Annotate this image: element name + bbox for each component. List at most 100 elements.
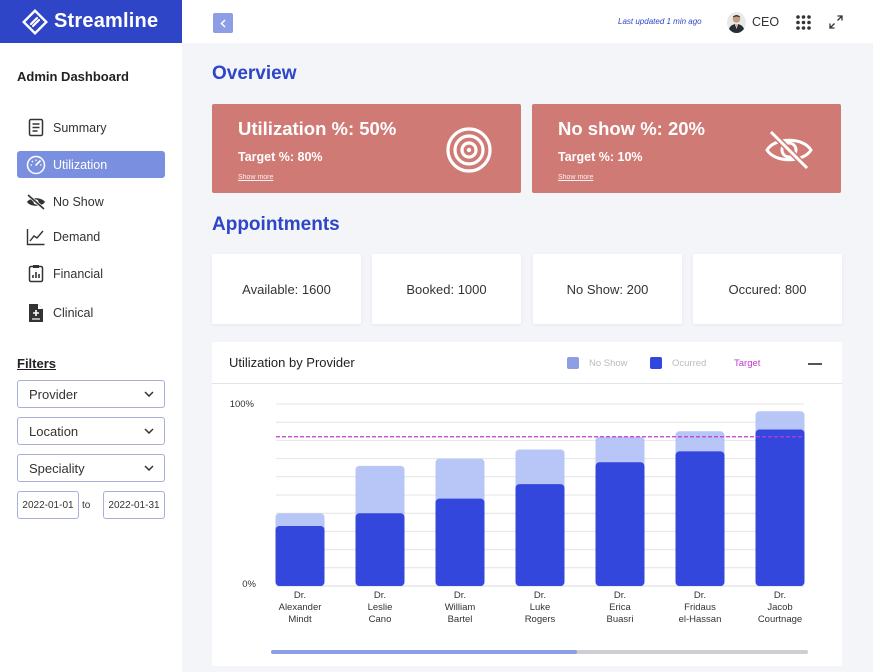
kpi-target: Target %: 80% bbox=[238, 150, 323, 164]
occured-card: Occured: 800 bbox=[693, 254, 842, 324]
legend-label: Ocurred bbox=[672, 357, 707, 369]
x-tick-label: Courtnage bbox=[758, 614, 802, 625]
user-role[interactable]: CEO bbox=[752, 15, 780, 29]
eye-off-icon bbox=[25, 191, 47, 213]
chevron-down-icon bbox=[144, 428, 154, 434]
overview-title: Overview bbox=[212, 63, 297, 84]
line-chart-icon bbox=[25, 226, 47, 248]
show-more-link[interactable]: Show more bbox=[558, 174, 594, 181]
sidebar-item-demand[interactable]: Demand bbox=[17, 223, 165, 250]
medical-file-icon bbox=[25, 302, 47, 324]
bar-ocurred bbox=[755, 429, 805, 586]
sidebar-item-label: Utilization bbox=[53, 157, 108, 172]
expand-icon[interactable] bbox=[829, 15, 843, 29]
bar-ocurred bbox=[275, 525, 325, 586]
clipboard-chart-icon bbox=[25, 263, 47, 285]
target-icon bbox=[446, 127, 492, 173]
x-tick-label: Erica bbox=[609, 602, 631, 613]
streamline-logo-icon bbox=[22, 8, 48, 35]
available-card: Available: 1600 bbox=[212, 254, 361, 324]
x-tick-label: Buasri bbox=[607, 614, 634, 625]
location-select[interactable]: Location bbox=[17, 417, 165, 445]
admin-dashboard-title: Admin Dashboard bbox=[17, 69, 129, 84]
kpi-value: No show %: 20% bbox=[558, 118, 705, 139]
x-tick-label: Dr. bbox=[774, 590, 786, 601]
logo[interactable]: Streamline bbox=[0, 0, 182, 43]
utilization-chart-card: Utilization by Provider No Show Ocurred … bbox=[212, 342, 842, 666]
gauge-icon bbox=[25, 154, 47, 176]
bar-ocurred bbox=[515, 484, 565, 586]
x-tick-label: Mindt bbox=[288, 614, 312, 625]
legend-target[interactable]: Target bbox=[734, 358, 761, 369]
no-show-card: No Show: 200 bbox=[533, 254, 682, 324]
y-tick-label: 100% bbox=[230, 399, 255, 410]
sidebar-item-label: Summary bbox=[53, 120, 107, 135]
date-from-input[interactable]: 2022-01-01 bbox=[17, 491, 79, 519]
document-icon bbox=[25, 117, 47, 139]
x-tick-label: Dr. bbox=[614, 590, 626, 601]
x-tick-label: el-Hassan bbox=[679, 614, 722, 625]
speciality-select-value: Speciality bbox=[29, 460, 85, 476]
sidebar-item-utilization[interactable]: Utilization bbox=[17, 151, 165, 178]
location-select-value: Location bbox=[29, 423, 79, 439]
x-tick-label: Bartel bbox=[448, 614, 473, 625]
kpi-target: Target %: 10% bbox=[558, 150, 643, 164]
sidebar: Streamline Admin Dashboard Summary Utili… bbox=[0, 0, 182, 672]
legend-no-show[interactable]: No Show bbox=[567, 357, 628, 369]
filters-title: Filters bbox=[17, 356, 57, 371]
date-to-input[interactable]: 2022-01-31 bbox=[103, 491, 165, 519]
x-tick-label: Rogers bbox=[525, 614, 556, 625]
sidebar-item-clinical[interactable]: Clinical bbox=[17, 299, 165, 326]
appointments-title: Appointments bbox=[212, 214, 340, 235]
bar-ocurred bbox=[435, 498, 485, 586]
kpi-value: Utilization %: 50% bbox=[238, 118, 397, 139]
x-tick-label: Dr. bbox=[294, 590, 306, 601]
no-show-kpi-card: No show %: 20% Target %: 10% Show more bbox=[532, 104, 841, 193]
x-tick-label: Dr. bbox=[374, 590, 386, 601]
booked-card: Booked: 1000 bbox=[372, 254, 521, 324]
sidebar-item-financial[interactable]: Financial bbox=[17, 260, 165, 287]
sidebar-item-label: Demand bbox=[53, 229, 101, 244]
utilization-bar-chart: 100%0%Dr.AlexanderMindtDr.LeslieCanoDr.W… bbox=[230, 399, 805, 625]
last-updated-text: Last updated 1 min ago bbox=[618, 17, 702, 26]
x-tick-label: Dr. bbox=[694, 590, 706, 601]
x-tick-label: Dr. bbox=[454, 590, 466, 601]
bar-ocurred bbox=[595, 462, 645, 586]
chevron-down-icon bbox=[144, 465, 154, 471]
eye-off-icon bbox=[765, 129, 813, 171]
x-tick-label: Leslie bbox=[368, 602, 393, 613]
chart-scrollbar-thumb[interactable] bbox=[271, 650, 578, 654]
chevron-down-icon bbox=[144, 391, 154, 397]
brand-name: Streamline bbox=[54, 10, 159, 32]
x-tick-label: Luke bbox=[530, 602, 551, 613]
sidebar-item-label: No Show bbox=[53, 194, 104, 209]
sidebar-item-no-show[interactable]: No Show bbox=[17, 188, 165, 215]
legend-swatch bbox=[650, 357, 662, 369]
top-bar: Last updated 1 min ago CEO bbox=[182, 0, 873, 43]
x-tick-label: Dr. bbox=[534, 590, 546, 601]
sidebar-item-label: Financial bbox=[53, 266, 104, 281]
avatar[interactable] bbox=[727, 12, 746, 33]
legend-ocurred[interactable]: Ocurred bbox=[650, 357, 706, 369]
provider-select-value: Provider bbox=[29, 386, 78, 402]
chart-title: Utilization by Provider bbox=[229, 355, 355, 370]
speciality-select[interactable]: Speciality bbox=[17, 454, 165, 482]
utilization-kpi-card: Utilization %: 50% Target %: 80% Show mo… bbox=[212, 104, 521, 193]
x-tick-label: Alexander bbox=[279, 602, 322, 613]
collapse-icon[interactable] bbox=[808, 363, 822, 365]
chart-scrollbar[interactable] bbox=[271, 650, 808, 654]
y-tick-label: 0% bbox=[242, 579, 256, 590]
apps-grid-icon[interactable] bbox=[796, 15, 811, 30]
show-more-link[interactable]: Show more bbox=[238, 174, 274, 181]
chart-header-divider bbox=[212, 383, 842, 384]
sidebar-item-label: Clinical bbox=[53, 305, 94, 320]
provider-select[interactable]: Provider bbox=[17, 380, 165, 408]
x-tick-label: William bbox=[445, 602, 476, 613]
collapse-sidebar-button[interactable] bbox=[213, 13, 233, 33]
x-tick-label: Fridaus bbox=[684, 602, 716, 613]
chevron-left-icon bbox=[220, 18, 226, 28]
bar-ocurred bbox=[355, 513, 405, 586]
bar-ocurred bbox=[675, 451, 725, 586]
x-tick-label: Cano bbox=[369, 614, 392, 625]
sidebar-item-summary[interactable]: Summary bbox=[17, 114, 165, 141]
